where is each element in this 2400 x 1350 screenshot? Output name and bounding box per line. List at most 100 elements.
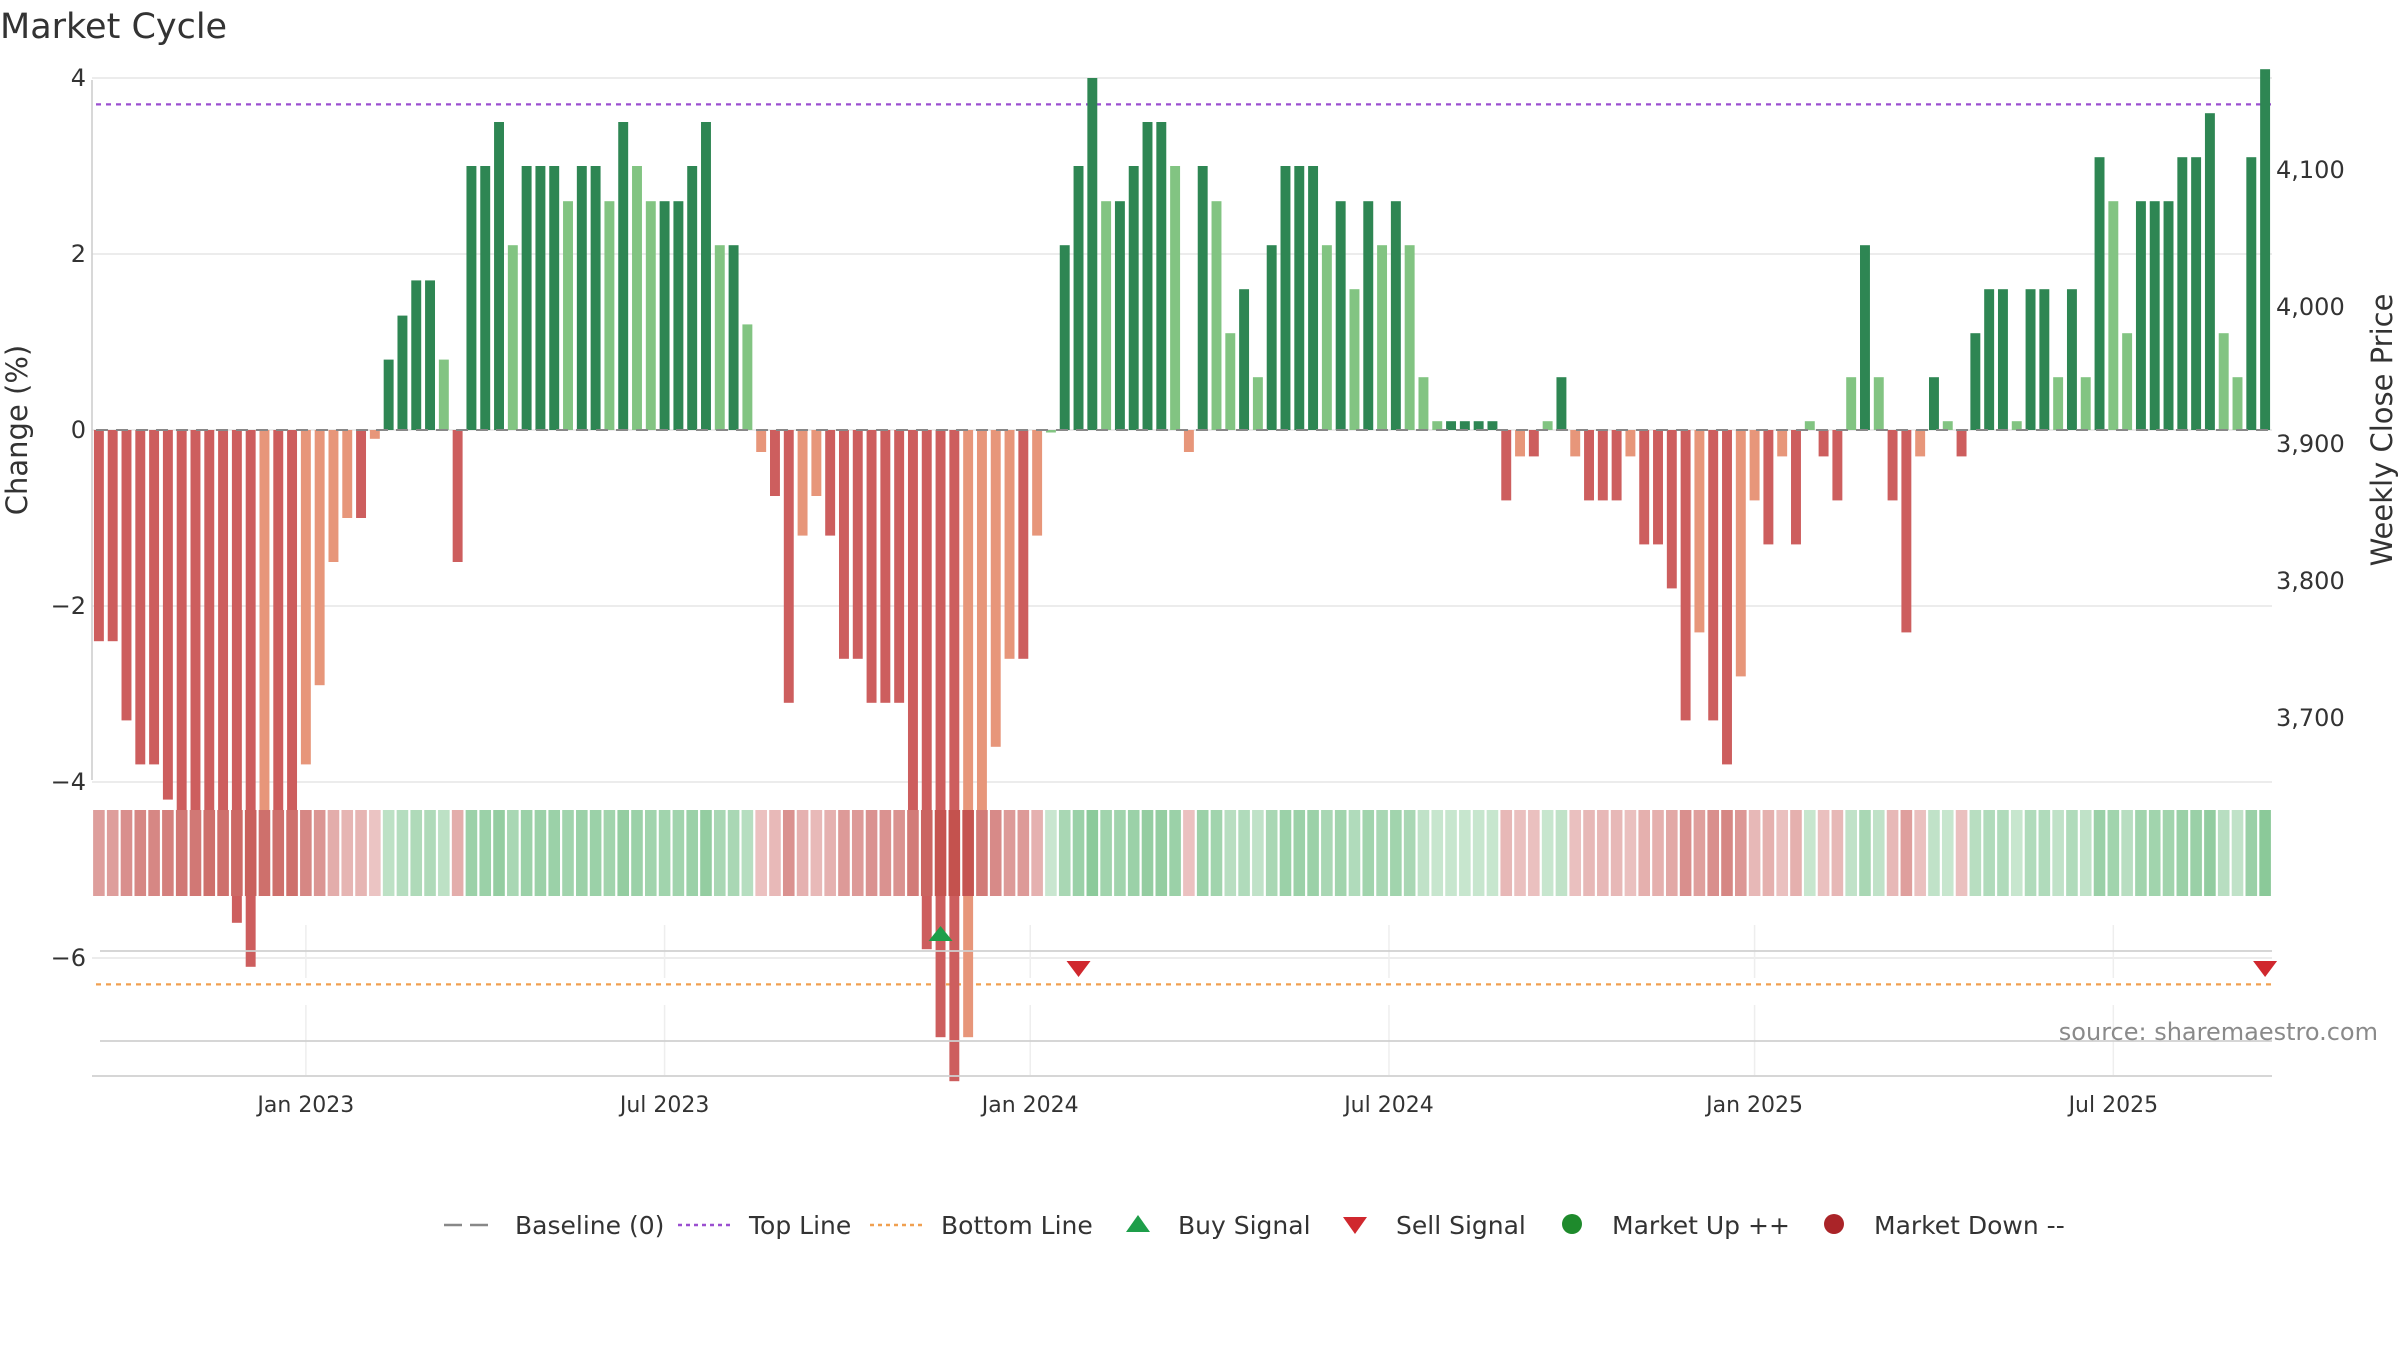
heat-cell — [1127, 810, 1140, 896]
heat-cell — [1031, 810, 1043, 896]
heat-cell — [1569, 810, 1582, 896]
heat-cell — [1624, 810, 1637, 896]
bar — [121, 430, 132, 721]
bar — [563, 201, 573, 430]
bar — [2260, 69, 2271, 430]
heat-cell — [989, 810, 1002, 896]
heat-cell — [1445, 810, 1457, 896]
y-axis-label: Change (%) — [0, 345, 34, 515]
bar — [176, 430, 187, 844]
heat-cell — [2231, 810, 2244, 896]
bar — [1735, 430, 1746, 677]
bar — [135, 430, 146, 765]
bar — [1363, 201, 1374, 430]
bar — [438, 359, 449, 430]
heat-cell — [327, 810, 340, 896]
heat-cell — [948, 810, 961, 896]
heat-cell — [1183, 810, 1195, 896]
bar — [852, 430, 863, 659]
bar — [1349, 289, 1360, 430]
bar — [894, 430, 905, 703]
bar — [2246, 157, 2257, 430]
bar — [1045, 430, 1056, 433]
heat-cell — [548, 810, 561, 896]
bar — [742, 324, 753, 430]
bar — [93, 430, 104, 642]
bar — [935, 430, 946, 1038]
heat-cell — [272, 810, 285, 896]
bar — [687, 166, 698, 430]
bar — [714, 245, 725, 430]
bar — [976, 430, 987, 826]
heat-cell — [2259, 810, 2271, 896]
heat-cell — [1334, 810, 1347, 896]
heat-cell — [1817, 810, 1830, 896]
heat-cell — [1472, 810, 1485, 896]
y-tick-label: −6 — [51, 944, 86, 972]
bar — [907, 430, 918, 826]
x-tick-label: Jan 2024 — [980, 1093, 1079, 1118]
heat-cell — [120, 810, 133, 896]
bar — [1597, 430, 1608, 501]
heat-cell — [838, 810, 850, 896]
heat-cell — [645, 810, 657, 896]
heat-cell — [1238, 810, 1250, 896]
bar — [2066, 289, 2077, 430]
x-tick-labels: Jan 2023 Jul 2023 Jan 2024 Jul 2024 Jan 2025… — [255, 1093, 2158, 1118]
bottom-panel — [92, 1005, 2272, 1077]
bar — [825, 430, 836, 536]
source-label: source: sharemaestro.com — [2059, 1018, 2378, 1046]
heat-cell — [1707, 810, 1719, 896]
bar — [480, 166, 491, 430]
bar — [342, 430, 353, 518]
heat-cell — [1859, 810, 1871, 896]
heat-cell — [713, 810, 726, 896]
bar — [1156, 122, 1167, 430]
heat-cell — [796, 810, 809, 896]
heat-cell — [1679, 810, 1692, 896]
heat-cell — [2245, 810, 2258, 896]
bar — [162, 430, 173, 800]
heat-cell — [1790, 810, 1802, 896]
heat-cell — [2217, 810, 2230, 896]
bar — [576, 166, 587, 430]
bar — [1666, 430, 1677, 589]
heat-cell — [562, 810, 574, 896]
y-tick-labels: 6420−2−4−6 — [51, 64, 86, 972]
heat-cell — [1914, 810, 1926, 896]
y2-tick-label: 3,700 — [2276, 704, 2345, 732]
bar — [590, 166, 601, 430]
bar — [411, 280, 422, 430]
x-tick-label: Jan 2023 — [255, 1093, 354, 1118]
heat-cell — [893, 810, 905, 896]
bar — [1887, 430, 1898, 501]
bar — [1183, 430, 1194, 452]
heat-cell — [148, 810, 160, 896]
bar — [797, 430, 808, 536]
heat-cell — [824, 810, 836, 896]
bar — [2039, 289, 2050, 430]
bar — [356, 430, 367, 518]
heat-cell — [1748, 810, 1761, 896]
heat-cell — [1390, 810, 1402, 896]
heat-cell — [451, 810, 464, 896]
x-tick-label: Jan 2025 — [1704, 1093, 1803, 1118]
y2-axis-label: Weekly Close Price — [2365, 294, 2399, 567]
bar — [1114, 201, 1125, 430]
bar — [1970, 333, 1981, 430]
bar — [425, 280, 436, 430]
bar — [2094, 157, 2105, 430]
heat-cell — [382, 810, 395, 896]
heat-cell — [493, 810, 505, 896]
heat-cell — [1293, 810, 1306, 896]
y2-tick-labels: 4,100 4,000 3,900 3,800 3,700 — [2276, 156, 2345, 732]
buy-signal-marker — [928, 926, 953, 941]
bar — [963, 430, 974, 1038]
heat-cell — [2135, 810, 2147, 896]
bar — [273, 430, 284, 888]
bar — [1225, 333, 1236, 430]
bar — [1901, 430, 1912, 633]
heat-cell — [2038, 810, 2051, 896]
heat-cell — [631, 810, 643, 896]
bar — [632, 166, 642, 430]
